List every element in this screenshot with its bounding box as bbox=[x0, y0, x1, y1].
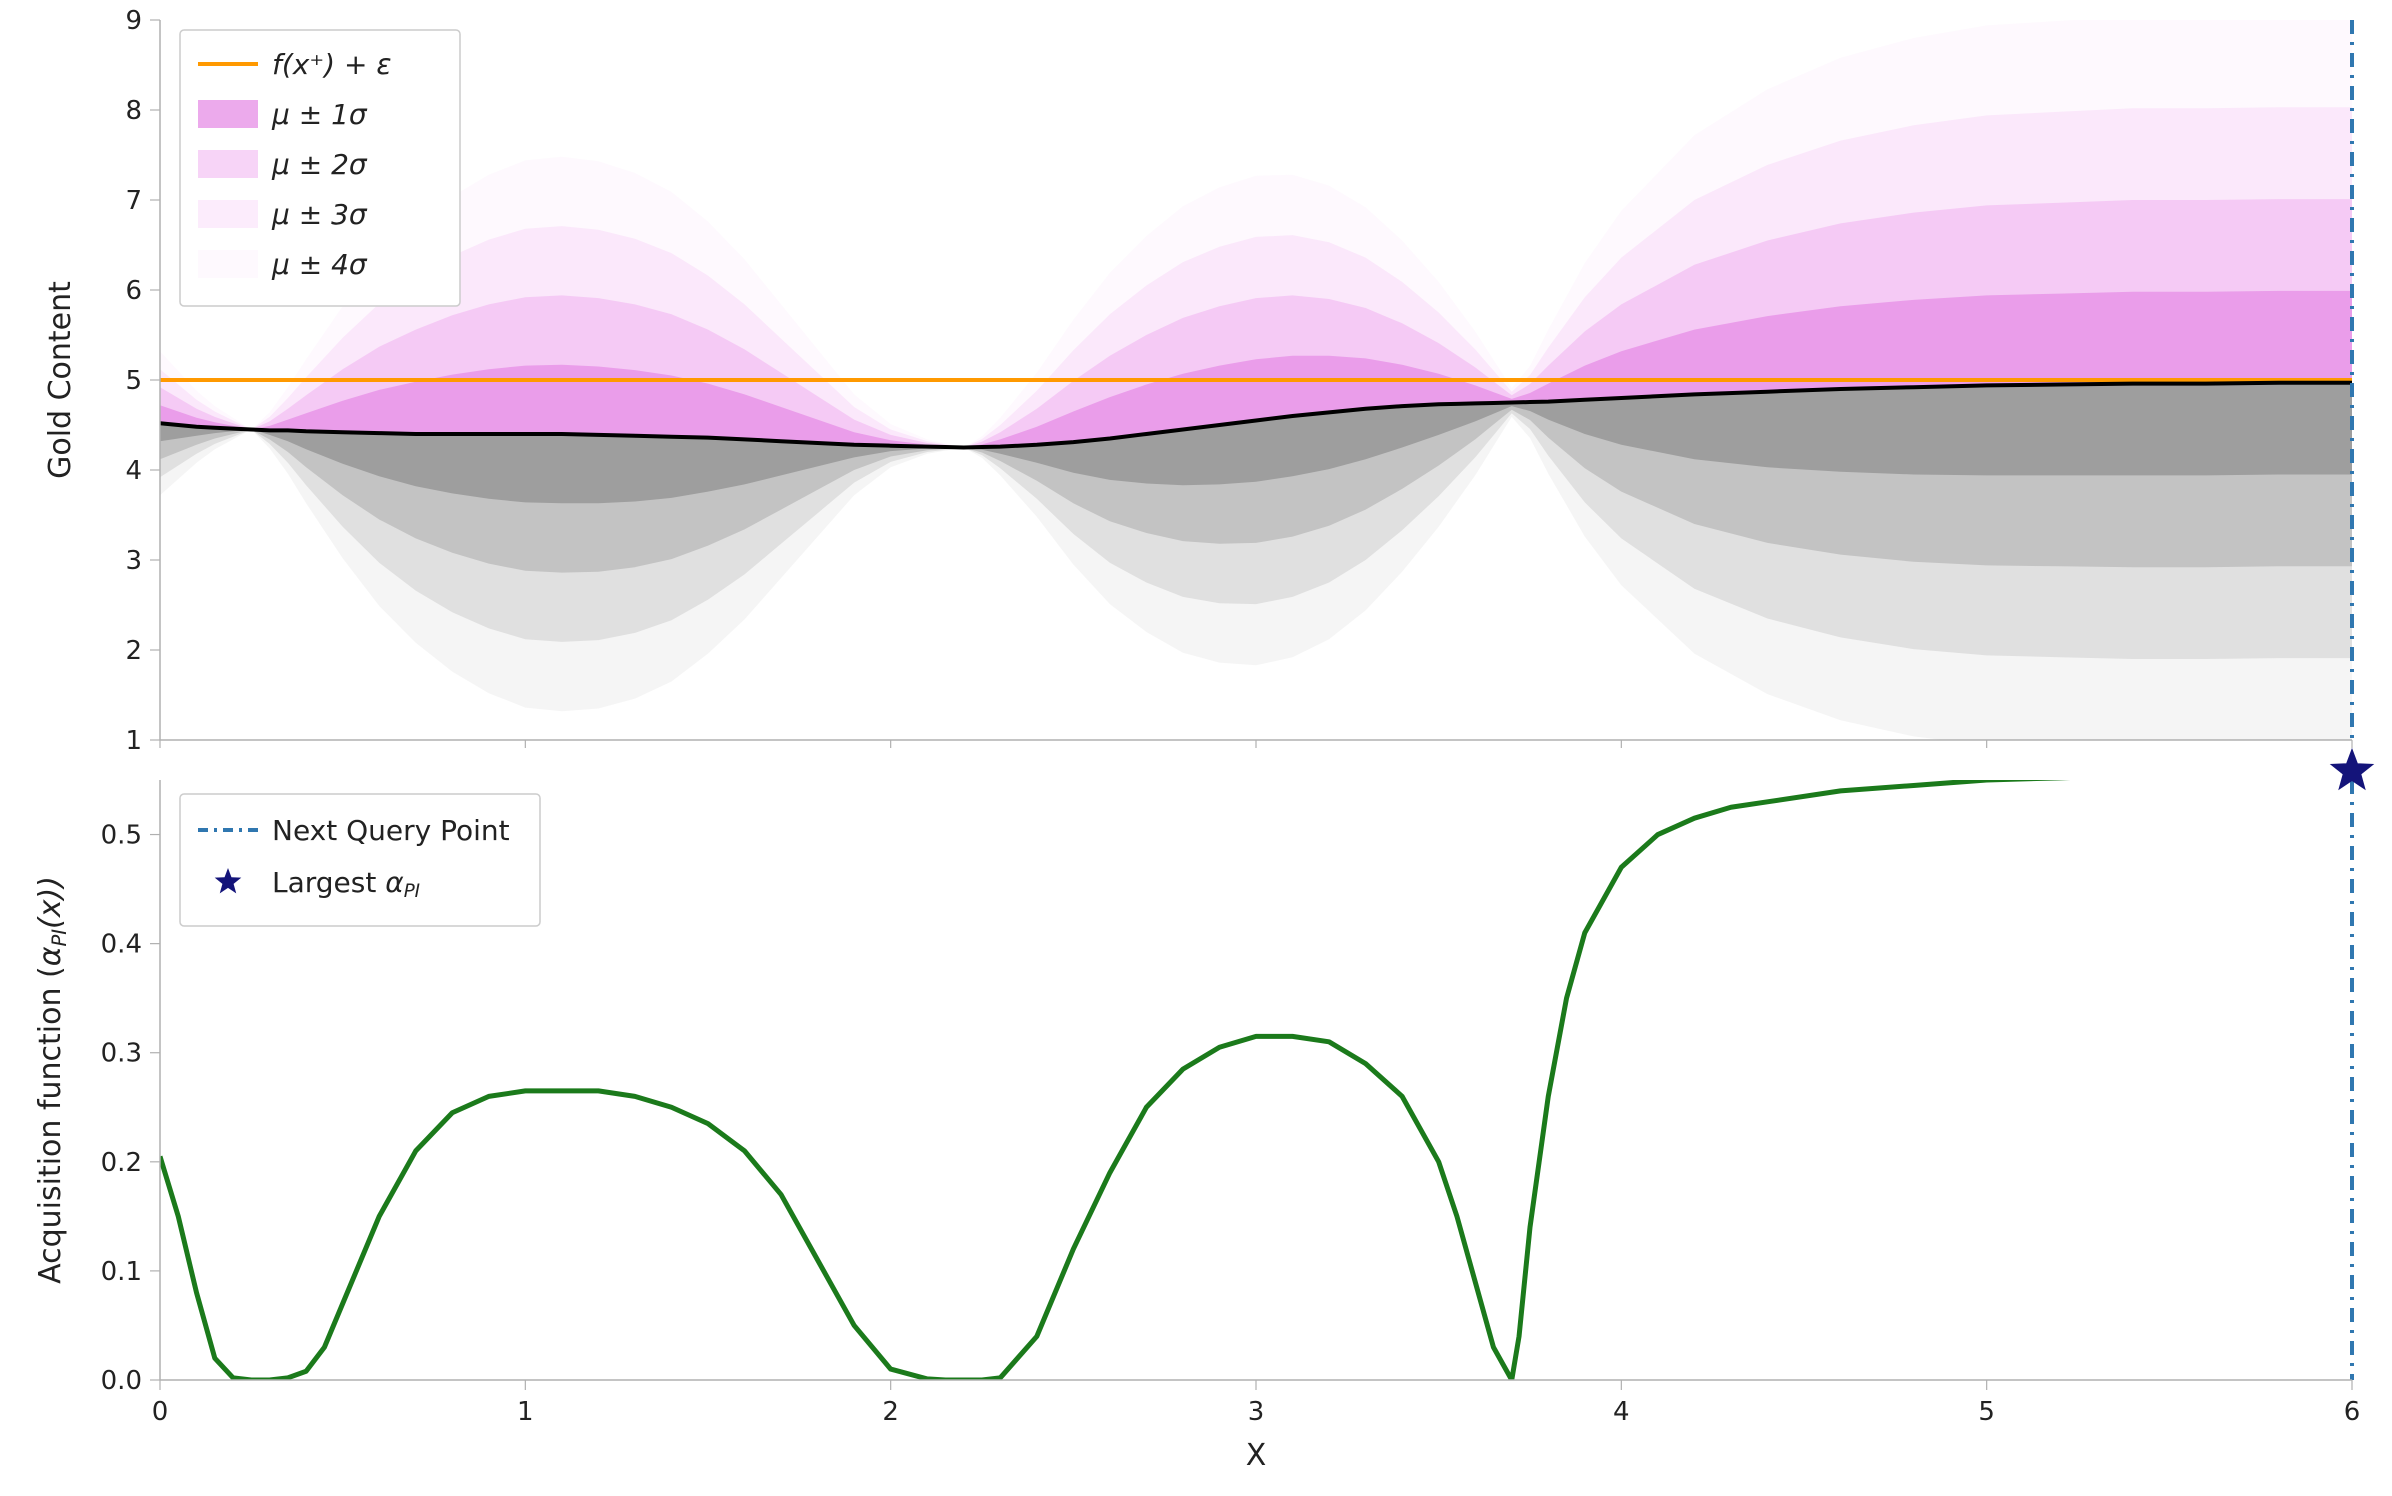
y-tick-label: 0.2 bbox=[101, 1148, 142, 1178]
x-tick-label: 1 bbox=[517, 1397, 534, 1427]
x-axis-label: X bbox=[1246, 1438, 1267, 1473]
legend-item-label: μ ± 3σ bbox=[271, 198, 368, 231]
y-tick-label: 4 bbox=[125, 456, 142, 486]
legend-item-label: Next Query Point bbox=[272, 814, 510, 847]
y-tick-label: 9 bbox=[125, 6, 142, 36]
chart-container: 1 2 3 4 5 6 7 8 9 Gold Content f(x⁺) + ε μ ± 1σ μ ± … bbox=[0, 0, 2392, 1496]
y-tick-label: 0.0 bbox=[101, 1366, 142, 1396]
legend-item-label: f(x⁺) + ε bbox=[272, 48, 391, 81]
y-tick-label: 3 bbox=[125, 546, 142, 576]
y-tick-label: 0.5 bbox=[101, 821, 142, 851]
x-tick-label: 6 bbox=[2344, 1397, 2361, 1427]
x-tick-label: 3 bbox=[1248, 1397, 1265, 1427]
y-tick-label: 1 bbox=[125, 726, 142, 756]
y-tick-label: 6 bbox=[125, 276, 142, 306]
y-tick-label: 5 bbox=[125, 366, 142, 396]
x-tick-label: 2 bbox=[882, 1397, 899, 1427]
legend-top: f(x⁺) + ε μ ± 1σ μ ± 2σ μ ± 3σ μ ± 4σ bbox=[180, 30, 460, 306]
legend-item-label: Largest αPI bbox=[272, 866, 420, 902]
legend-bottom: Next Query Point Largest αPI bbox=[180, 794, 540, 926]
legend-item-label: μ ± 1σ bbox=[271, 98, 368, 131]
y-tick-label: 7 bbox=[125, 186, 142, 216]
y-tick-label: 0.1 bbox=[101, 1257, 142, 1287]
y-tick-label: 2 bbox=[125, 636, 142, 666]
x-tick-label: 0 bbox=[152, 1397, 169, 1427]
y-tick-label: 0.4 bbox=[101, 930, 142, 960]
legend-item-label: μ ± 2σ bbox=[271, 148, 368, 181]
chart-svg: 1 2 3 4 5 6 7 8 9 Gold Content f(x⁺) + ε μ ± 1σ μ ± … bbox=[0, 0, 2392, 1496]
y-tick-label: 0.3 bbox=[101, 1039, 142, 1069]
y-axis-label-top: Gold Content bbox=[43, 281, 78, 479]
x-tick-label: 4 bbox=[1613, 1397, 1630, 1427]
legend-item-label: μ ± 4σ bbox=[271, 248, 368, 281]
y-tick-label: 8 bbox=[125, 96, 142, 126]
x-tick-label: 5 bbox=[1978, 1397, 1995, 1427]
